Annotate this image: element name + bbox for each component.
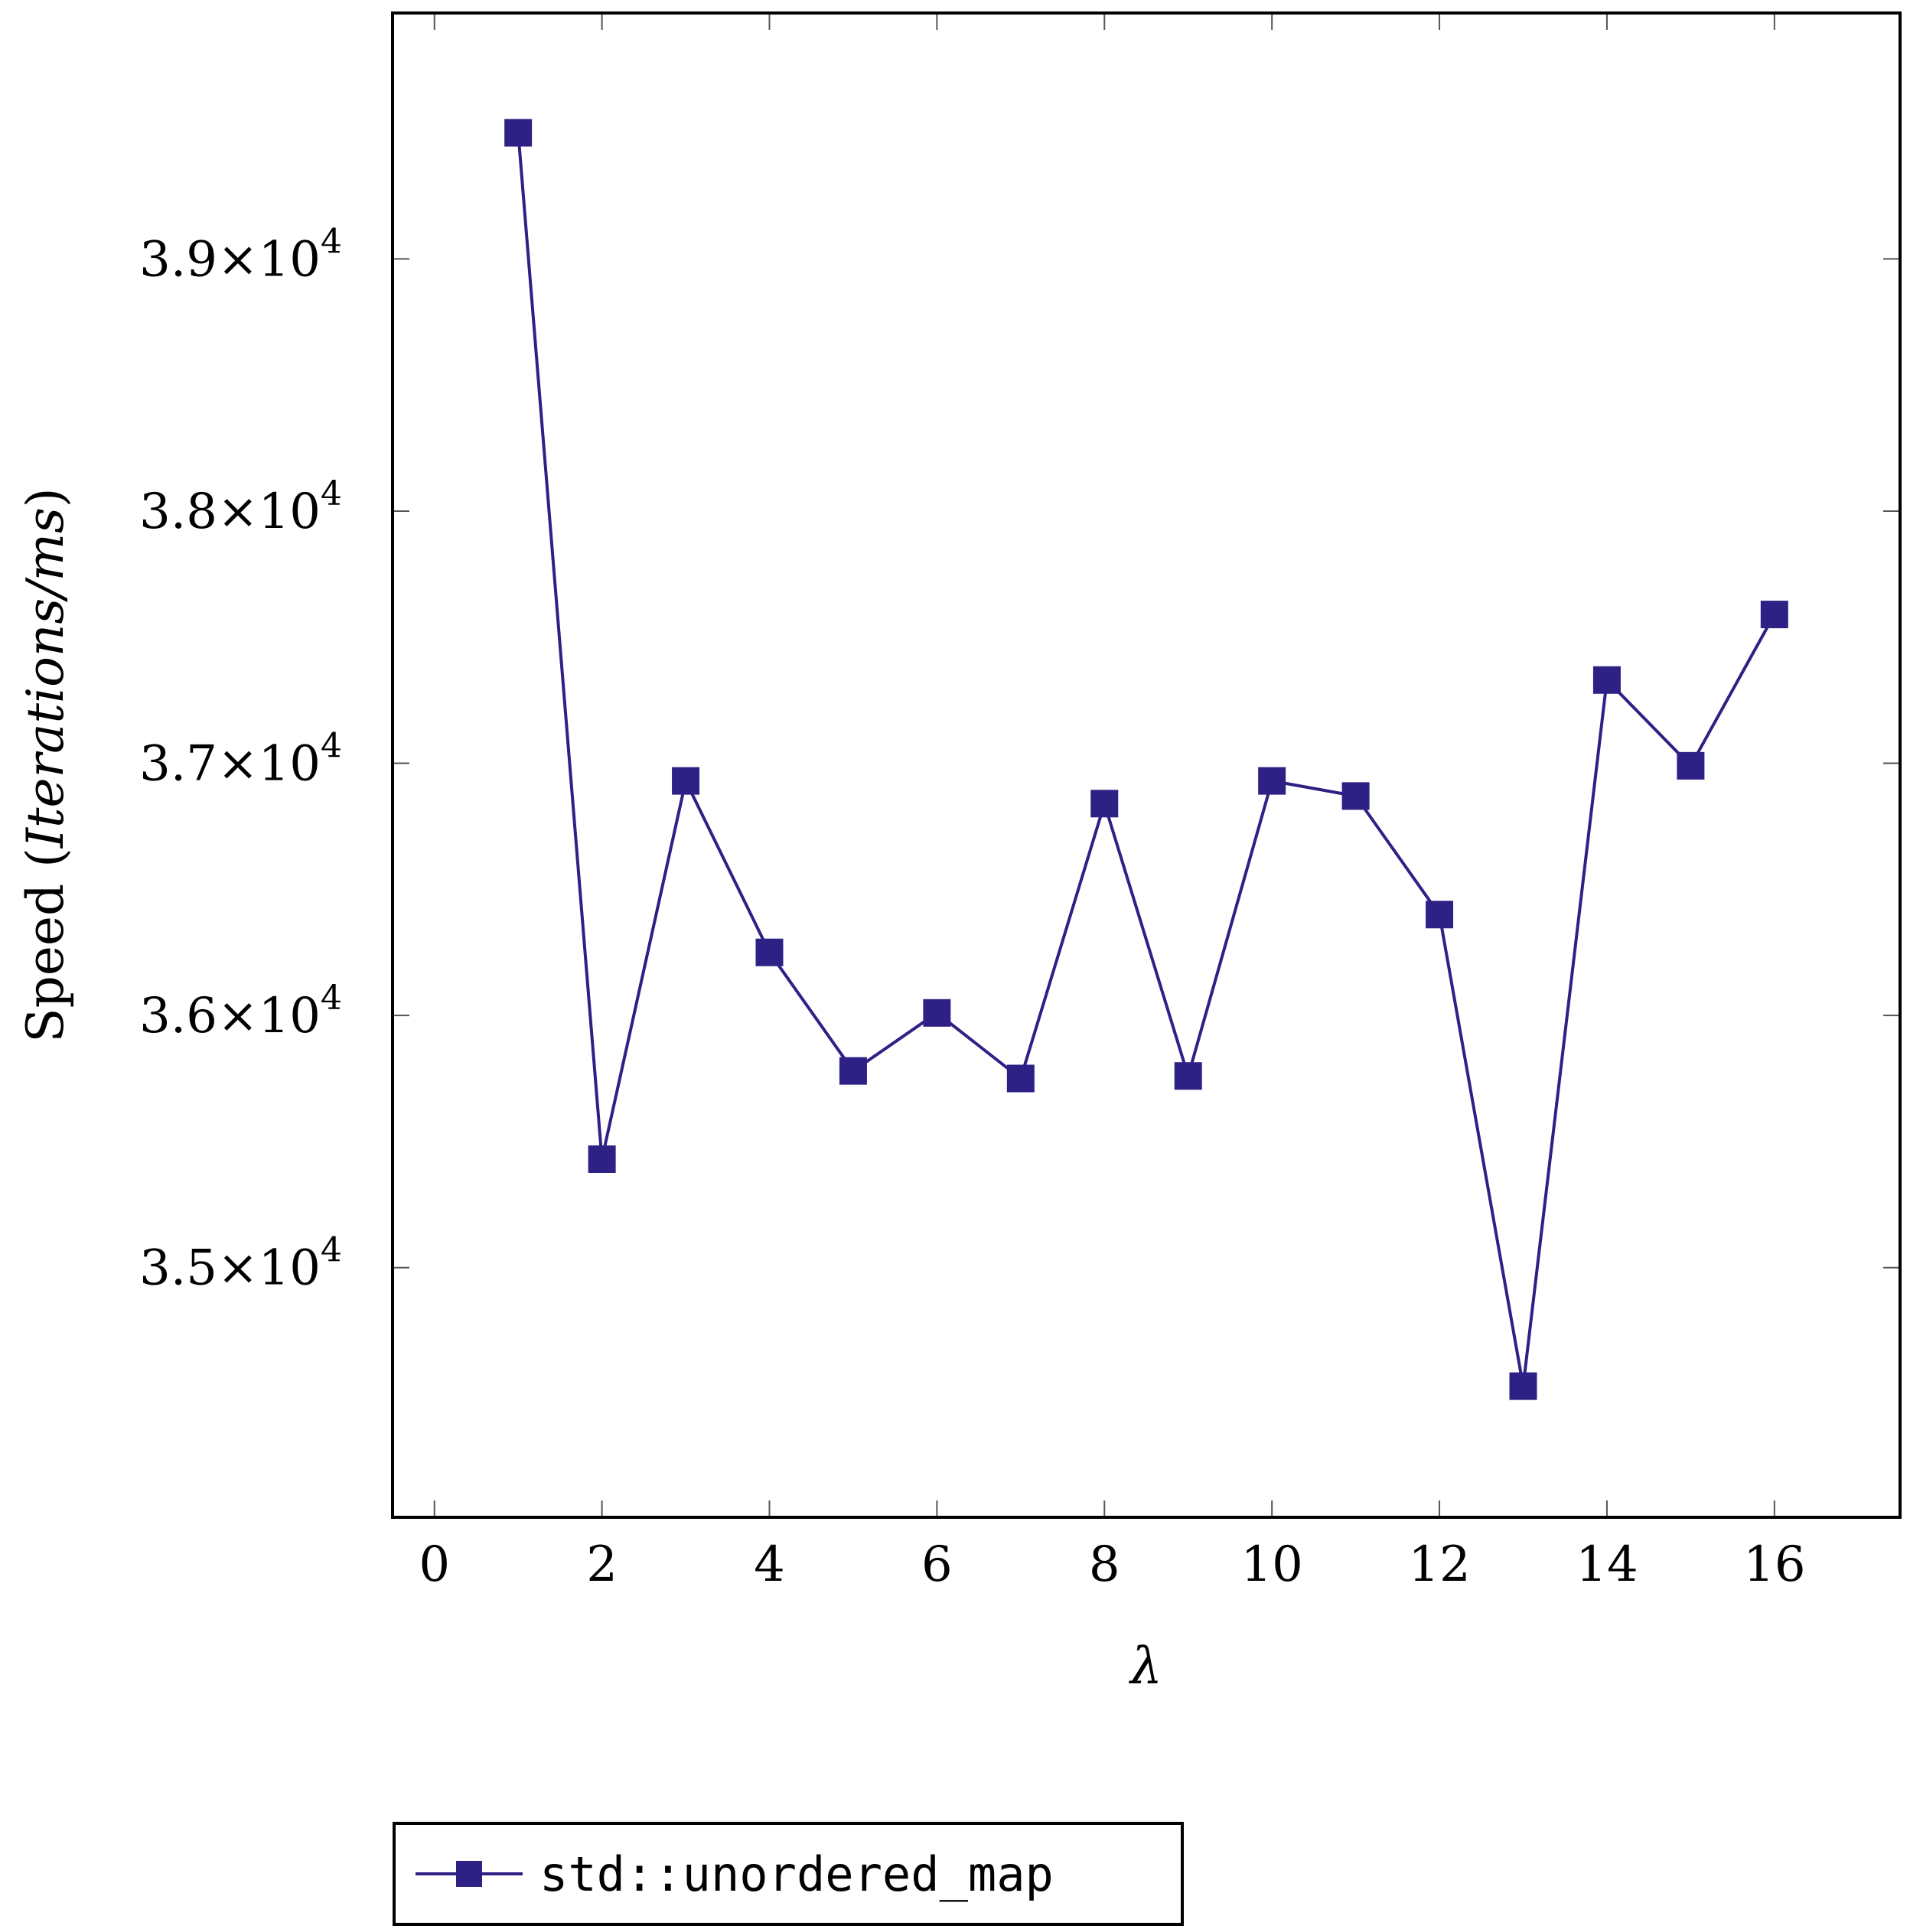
y-tick-label: 3.7×104 [139,727,342,793]
data-point-marker [1341,782,1370,810]
y-tick-label: 3.8×104 [139,474,342,540]
x-tick-label: 8 [1089,1536,1120,1593]
data-point-marker [839,1057,867,1085]
data-point-marker [588,1145,616,1173]
y-tick-label: 3.6×104 [139,979,342,1044]
x-tick-label: 4 [754,1536,785,1593]
data-point-marker [1677,751,1705,780]
y-tick-label: 3.5×104 [139,1231,342,1297]
legend: std::unordered_map [393,1822,1184,1926]
y-tick-exponent: 4 [321,1231,342,1270]
x-tick-label: 2 [586,1536,618,1593]
x-tick-label: 14 [1576,1536,1638,1593]
x-axis-ticks: 0 2 4 6 8 10 12 14 16 [419,13,1806,1593]
y-tick-mantissa: 3.9×10 [139,231,321,288]
y-tick-exponent: 4 [321,979,342,1018]
data-point-marker [1592,666,1621,694]
y-tick-mantissa: 3.7×10 [139,736,321,793]
data-point-marker [755,938,784,966]
data-point-marker [504,119,533,147]
y-axis-label: Speed (Iterations/ms) [16,487,75,1042]
data-point-marker [923,999,951,1027]
series-line [517,132,1776,1388]
x-tick-label: 16 [1743,1536,1805,1593]
series-layer [504,119,1788,1400]
plot-frame [391,11,1902,1519]
y-tick-exponent: 4 [321,727,342,766]
y-tick-exponent: 4 [321,222,342,261]
x-tick-label: 12 [1408,1536,1470,1593]
x-tick-label: 0 [419,1536,450,1593]
data-point-marker [1090,790,1119,818]
y-tick-mantissa: 3.6×10 [139,988,321,1044]
legend-label: std::unordered_map [539,1846,1054,1902]
data-point-marker [1426,901,1454,929]
data-point-marker [1174,1062,1202,1090]
y-tick-exponent: 4 [321,474,342,513]
data-point-marker [1760,601,1788,629]
data-point-marker [672,767,700,795]
y-axis-label-unit: Iterations/ms [16,507,75,849]
legend-box [393,1822,1184,1926]
x-tick-label: 10 [1240,1536,1302,1593]
data-point-marker [1509,1372,1537,1400]
y-tick-mantissa: 3.5×10 [139,1240,321,1297]
y-tick-label: 3.9×104 [139,222,342,288]
y-axis-label-suffix: ) [16,487,75,507]
data-point-marker [1006,1064,1035,1093]
y-tick-mantissa: 3.8×10 [139,484,321,540]
data-point-marker [1258,767,1286,795]
legend-marker-square [456,1861,482,1887]
x-tick-label: 6 [921,1536,953,1593]
y-axis-label-prefix: Speed ( [16,848,75,1043]
x-axis-label: λ [1128,1637,1162,1696]
